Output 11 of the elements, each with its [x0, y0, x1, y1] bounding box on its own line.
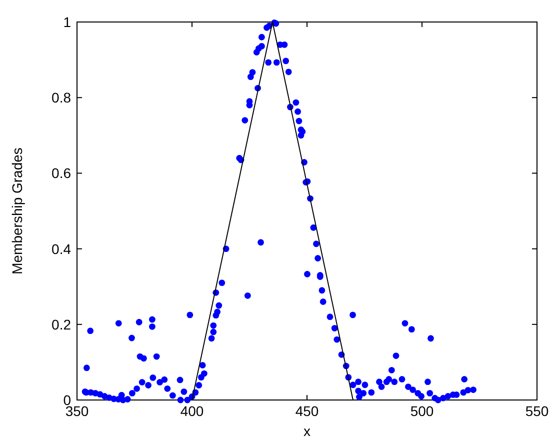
y-axis-title: Membership Grades — [9, 148, 25, 274]
y-tick-label: 0.2 — [52, 316, 72, 332]
x-tick-label: 500 — [410, 403, 434, 419]
y-tick-label: 1 — [63, 14, 72, 30]
y-tick-label: 0.6 — [52, 165, 72, 182]
y-tick-label: 0.8 — [52, 90, 72, 106]
x-tick-label: 550 — [525, 403, 549, 419]
x-tick-label: 400 — [180, 403, 204, 419]
y-tick-label: 0.4 — [52, 240, 72, 257]
x-axis-title: x — [304, 423, 310, 439]
x-tick-label: 450 — [295, 403, 319, 419]
